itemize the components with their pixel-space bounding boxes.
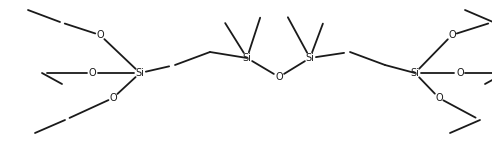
Text: O: O: [275, 72, 283, 82]
Text: Si: Si: [136, 68, 145, 78]
Text: O: O: [448, 30, 456, 40]
Text: O: O: [456, 68, 464, 78]
Text: Si: Si: [410, 68, 420, 78]
Text: O: O: [96, 30, 104, 40]
Text: Si: Si: [243, 53, 251, 63]
Text: O: O: [109, 93, 117, 103]
Text: O: O: [435, 93, 443, 103]
Text: O: O: [88, 68, 96, 78]
Text: Si: Si: [306, 53, 314, 63]
